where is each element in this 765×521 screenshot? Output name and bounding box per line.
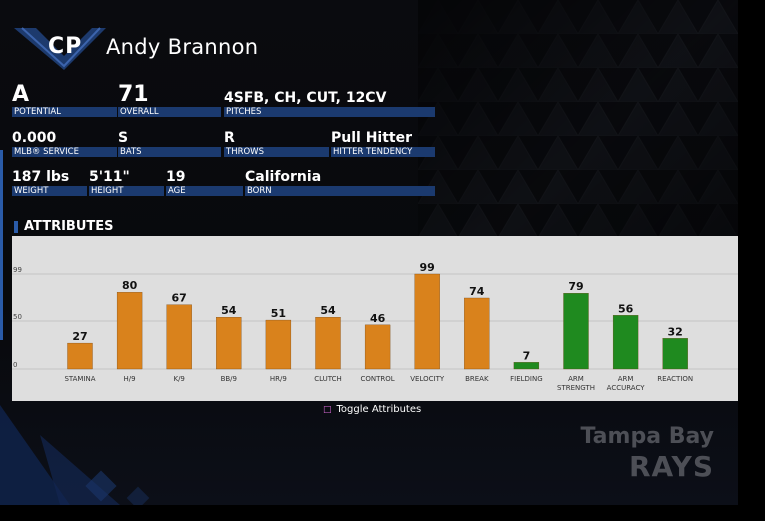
stat-value: 71: [118, 82, 149, 107]
stat-value: Pull Hitter: [331, 130, 412, 146]
bar-value-label: 56: [618, 302, 634, 315]
bar-value-label: 27: [72, 330, 87, 343]
y-tick-label: 50: [13, 313, 22, 321]
stat-value: 0.000: [12, 130, 57, 146]
attributes-bar-chart: 0 50 99 27 STAMINA 80 H/9 67 K/9 54 BB/9 51 HR/9 54 CL…: [12, 261, 738, 392]
stat-label: OVERALL: [118, 107, 221, 117]
bar-fielding: [513, 362, 540, 370]
stat-label: PITCHES: [224, 107, 435, 117]
stat-label: HITTER TENDENCY: [331, 147, 435, 157]
stat-bats: S BATS: [118, 130, 221, 157]
bar-hr-9: [265, 319, 292, 370]
bar-value-label: 80: [122, 279, 138, 292]
toggle-attributes-button[interactable]: □ Toggle Attributes: [323, 404, 421, 415]
bar-value-label: 46: [370, 312, 386, 325]
category-label: BREAK: [465, 375, 489, 383]
bar-h-9: [116, 292, 143, 370]
stat-label: WEIGHT: [12, 186, 87, 196]
stat-value: R: [224, 130, 235, 146]
stat-value: 5'11": [89, 169, 130, 185]
category-label: STRENGTH: [557, 384, 595, 392]
category-label: REACTION: [657, 375, 693, 383]
category-label: FIELDING: [510, 375, 543, 383]
bar-value-label: 7: [523, 349, 531, 362]
player-name: Andy Brannon: [106, 35, 259, 59]
stat-value: S: [118, 130, 129, 146]
bar-break: [464, 297, 490, 370]
stat-throws: R THROWS: [224, 130, 329, 157]
bar-clutch: [315, 317, 341, 370]
bar-value-label: 54: [221, 304, 237, 317]
stat-label: AGE: [166, 186, 243, 196]
stat-label: MLB® SERVICE: [12, 147, 117, 157]
category-label: VELOCITY: [410, 375, 445, 383]
category-label: CONTROL: [361, 375, 395, 383]
section-marker: [14, 221, 18, 233]
category-label: ACCURACY: [607, 384, 646, 392]
team-city: Tampa Bay: [580, 424, 714, 449]
bar-value-label: 54: [320, 304, 336, 317]
category-label: BB/9: [221, 375, 237, 383]
bar-control: [364, 324, 391, 370]
y-tick-label: 0: [13, 361, 17, 369]
stat-overall: 71 OVERALL: [118, 84, 221, 117]
bar-value-label: 99: [420, 261, 435, 274]
stat-label: POTENTIAL: [12, 107, 117, 117]
left-accent-bar: [0, 150, 3, 340]
category-label: ARM: [618, 375, 634, 383]
stat-value: 4SFB, CH, CUT, 12CV: [224, 90, 387, 106]
stat-mlb-service: 0.000 MLB® SERVICE: [12, 130, 117, 157]
bar-value-label: 67: [172, 292, 187, 305]
category-label: HR/9: [270, 375, 287, 383]
position-chevron-badge: [14, 27, 106, 70]
diamond-pattern-background: [0, 405, 150, 505]
stat-value: 187 lbs: [12, 169, 70, 185]
bar-value-label: 79: [568, 280, 583, 293]
toggle-attributes-label: Toggle Attributes: [336, 404, 422, 415]
bar-value-label: 51: [271, 307, 286, 320]
attributes-title: ATTRIBUTES: [24, 219, 114, 234]
square-button-icon: □: [323, 405, 332, 415]
stat-born: California BORN: [245, 169, 435, 196]
stat-value: California: [245, 169, 322, 185]
bar-value-label: 74: [469, 285, 485, 298]
stat-label: BORN: [245, 186, 435, 196]
bar-bb-9: [216, 317, 242, 370]
stat-weight: 187 lbs WEIGHT: [12, 169, 87, 196]
stat-label: BATS: [118, 147, 221, 157]
stat-age: 19 AGE: [166, 169, 243, 196]
bar-velocity: [414, 273, 440, 370]
attributes-chart-panel: 0 50 99 27 STAMINA 80 H/9 67 K/9 54 BB/9 51 HR/9 54 CL…: [12, 236, 738, 401]
stat-pitches: 4SFB, CH, CUT, 12CV PITCHES: [224, 90, 435, 117]
player-card-panel: CP Andy Brannon A POTENTIAL 71 OVERALL 4…: [0, 0, 738, 505]
stat-value: A: [12, 82, 30, 107]
bar-k-9: [166, 304, 192, 370]
bar-arm-accuracy: [612, 315, 639, 370]
category-label: H/9: [124, 375, 136, 383]
category-label: CLUTCH: [314, 375, 342, 383]
team-name: RAYS: [629, 450, 714, 483]
stat-hitter-tendency: Pull Hitter HITTER TENDENCY: [331, 130, 435, 157]
y-tick-label: 99: [13, 266, 22, 274]
bar-stamina: [67, 342, 93, 370]
player-position: CP: [48, 34, 83, 59]
stat-value: 19: [166, 169, 186, 185]
right-edge-strip: [738, 0, 765, 521]
stat-potential: A POTENTIAL: [12, 84, 117, 117]
bottom-edge-strip: [0, 505, 765, 521]
stat-label: THROWS: [224, 147, 329, 157]
category-label: STAMINA: [64, 375, 95, 383]
stat-label: HEIGHT: [89, 186, 164, 196]
bar-arm-strength: [563, 293, 589, 370]
bar-reaction: [662, 338, 688, 370]
category-label: K/9: [173, 375, 184, 383]
bar-value-label: 32: [668, 325, 683, 338]
stat-height: 5'11" HEIGHT: [89, 169, 164, 196]
category-label: ARM: [568, 375, 584, 383]
